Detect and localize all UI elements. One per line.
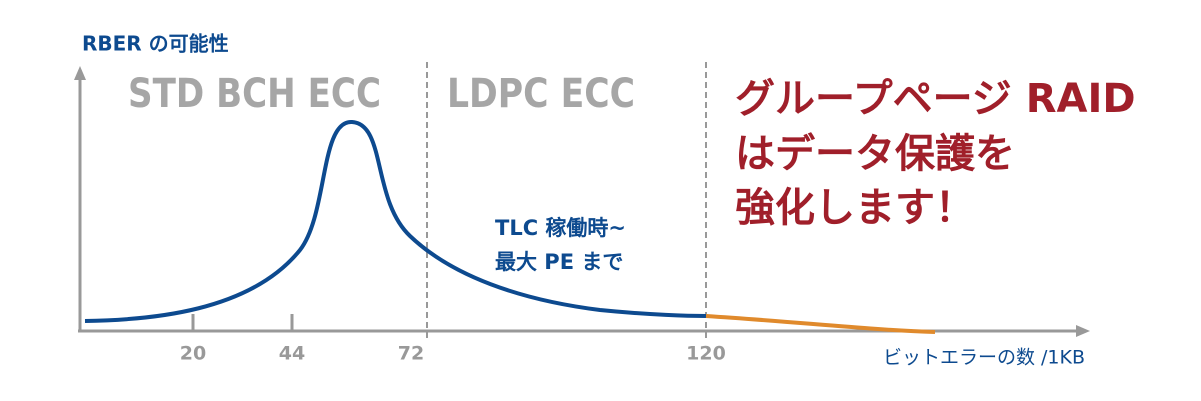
x-tick-label: 44 <box>279 343 305 365</box>
y-axis-arrow <box>74 66 86 80</box>
x-tick-label: 72 <box>398 343 424 365</box>
annotation: 最大 PE まで <box>495 250 623 274</box>
x-tick-label: 20 <box>180 343 206 365</box>
callout: はデータ保護を <box>735 131 1015 177</box>
x-axis-label: ビットエラーの数 /1KB <box>883 347 1085 369</box>
region-label: STD BCH ECC <box>128 71 381 117</box>
x-axis-arrow <box>1076 325 1090 337</box>
y-axis-label: RBER の可能性 <box>82 32 229 56</box>
callout: グループページ RAID <box>735 76 1136 122</box>
region-label: LDPC ECC <box>447 71 635 117</box>
callout: 強化します！ <box>735 185 975 231</box>
annotation: TLC 稼働時~ <box>495 216 626 240</box>
raid-curve <box>705 314 936 334</box>
rber-curve <box>84 119 707 323</box>
x-tick-label: 120 <box>686 343 726 365</box>
